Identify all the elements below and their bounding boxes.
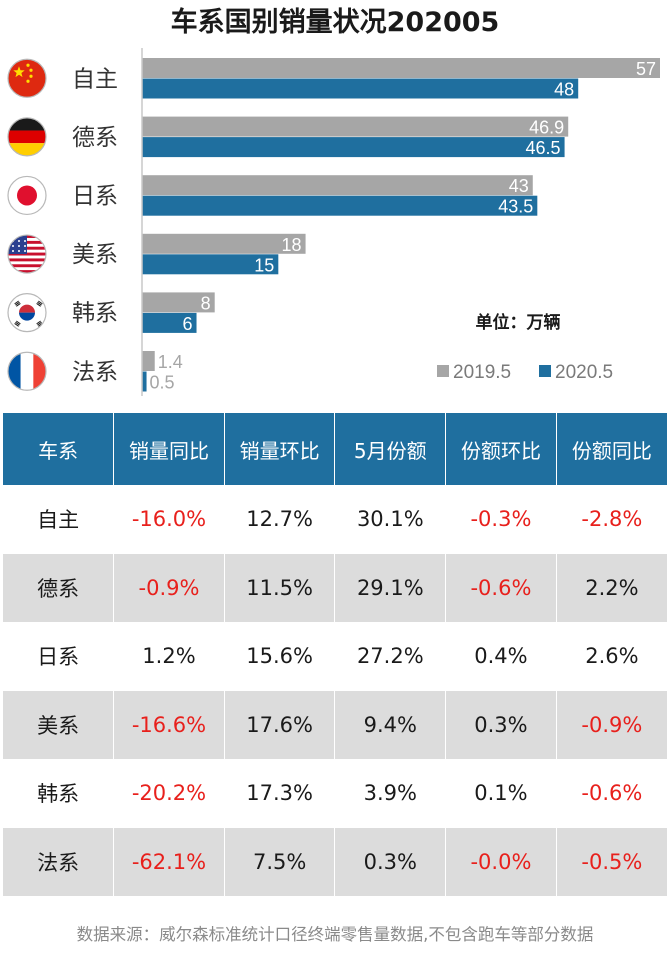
row-label-cell: 德系 — [3, 553, 115, 622]
data-label: 48 — [554, 80, 574, 100]
data-label: 0.5 — [150, 373, 175, 393]
table-row: 日系 1.2% 15.6% 27.2% 0.4% 2.6% — [3, 622, 667, 691]
row-label-cell: 法系 — [3, 827, 115, 896]
category-label: 韩系 — [72, 301, 118, 327]
bar-2020 — [142, 312, 197, 333]
table-cell: 15.6% — [224, 622, 336, 691]
stats-table: 车系 销量同比 销量环比 5月份额 份额环比 份额同比 自主 -16.0% 12.7% 30.1… — [3, 413, 667, 896]
table-cell: 30.1% — [334, 485, 447, 554]
legend-swatch-2019 — [437, 365, 449, 377]
table-cell: -0.6% — [445, 553, 557, 622]
table-row: 韩系 -20.2% 17.3% 3.9% 0.1% -0.6% — [3, 759, 667, 828]
table-cell: 0.4% — [445, 622, 557, 691]
category-label: 法系 — [72, 359, 118, 385]
bar-2019 — [142, 116, 569, 137]
data-label: 8 — [201, 293, 211, 313]
data-label: 57 — [636, 59, 656, 79]
japan-flag-icon — [7, 175, 47, 216]
table-row: 德系 -0.9% 11.5% 29.1% -0.6% 2.2% — [3, 553, 667, 622]
legend-label-2020: 2020.5 — [555, 362, 613, 383]
table-body: 自主 -16.0% 12.7% 30.1% -0.3% -2.8% 德系 -0.9% 11.5%… — [3, 485, 667, 896]
bar-2019 — [142, 351, 155, 371]
korea-flag-icon — [7, 293, 47, 333]
data-label: 43.5 — [498, 197, 533, 217]
table-cell: 7.5% — [224, 827, 336, 896]
table-row: 法系 -62.1% 7.5% 0.3% -0.0% -0.5% — [3, 827, 667, 896]
china-flag-icon — [7, 58, 47, 98]
bar-2019 — [142, 58, 660, 78]
bar-2020 — [142, 137, 565, 158]
data-label: 43 — [509, 176, 529, 196]
legend-label-2019: 2019.5 — [453, 362, 511, 383]
bar-2020 — [142, 78, 579, 99]
data-label: 15 — [254, 255, 274, 275]
row-label-cell: 日系 — [3, 622, 115, 691]
table-cell: 17.6% — [224, 690, 336, 759]
table-cell: 29.1% — [334, 553, 447, 622]
table-header-cell: 5月份额 — [334, 413, 447, 485]
source-footnote: 数据来源：威尔森标准统计口径终端零售量数据,不包含跑车等部分数据 — [76, 925, 594, 944]
table-header-cell: 份额同比 — [556, 413, 667, 485]
row-label-cell: 韩系 — [3, 759, 115, 828]
bar-2020 — [142, 371, 147, 392]
table-header-cell: 份额环比 — [445, 413, 557, 485]
table-row: 美系 -16.6% 17.6% 9.4% 0.3% -0.9% — [3, 690, 667, 759]
table-cell: -0.6% — [581, 781, 643, 806]
data-label: 18 — [282, 235, 302, 255]
table-cell: 1.2% — [113, 622, 225, 691]
category-label: 德系 — [72, 125, 118, 151]
bar-2019 — [142, 233, 306, 254]
table-cell: 27.2% — [334, 622, 447, 691]
data-label: 6 — [183, 314, 193, 334]
table-cell: 17.3% — [224, 759, 336, 828]
table-cell: 0.3% — [445, 690, 557, 759]
table-cell: -16.6% — [113, 690, 225, 759]
table-cell: 9.4% — [334, 690, 447, 759]
table-header-cell: 车系 — [3, 413, 115, 485]
row-label-cell: 自主 — [3, 485, 115, 554]
germany-flag-icon — [7, 117, 47, 157]
table-header-cell: 销量环比 — [224, 413, 336, 485]
table-header-cell: 销量同比 — [113, 413, 225, 485]
chart-title: 车系国别销量状况202005 — [170, 7, 500, 38]
table-cell: -0.5% — [556, 827, 667, 896]
bar-2020 — [142, 254, 279, 275]
table-cell: 2.2% — [556, 553, 667, 622]
france-flag-icon — [7, 351, 47, 391]
table-header-row: 车系 销量同比 销量环比 5月份额 份额环比 份额同比 — [3, 413, 667, 485]
bar-2019 — [142, 175, 533, 196]
table-cell: 12.7% — [224, 485, 336, 554]
data-label: 46.9 — [529, 118, 564, 138]
table-cell: 3.9% — [334, 759, 447, 828]
table-cell: -0.3% — [445, 485, 557, 554]
table-cell: -0.0% — [445, 827, 557, 896]
table-cell: -0.9% — [113, 553, 225, 622]
category-label: 日系 — [72, 183, 118, 209]
table-cell: -20.2% — [113, 759, 225, 828]
bar-2019 — [142, 292, 215, 313]
usa-flag-icon — [7, 234, 47, 274]
table-cell: -2.8% — [581, 507, 643, 532]
table-cell: -16.0% — [113, 485, 225, 554]
bar-2020 — [142, 195, 538, 216]
data-label: 46.5 — [526, 138, 561, 158]
table-cell: 11.5% — [224, 553, 336, 622]
row-label-cell: 美系 — [3, 690, 115, 759]
unit-label: 单位：万辆 — [476, 312, 561, 333]
table-cell: 0.3% — [334, 827, 447, 896]
category-label: 美系 — [72, 242, 118, 268]
table-cell: -62.1% — [113, 827, 225, 896]
table-cell: 2.6% — [585, 644, 639, 669]
table-cell: 0.1% — [445, 759, 557, 828]
category-label: 自主 — [72, 66, 118, 92]
data-label: 1.4 — [158, 352, 183, 372]
table-cell: -0.9% — [556, 690, 667, 759]
legend-swatch-2020 — [539, 365, 551, 377]
table-row: 自主 -16.0% 12.7% 30.1% -0.3% -2.8% — [3, 485, 667, 554]
